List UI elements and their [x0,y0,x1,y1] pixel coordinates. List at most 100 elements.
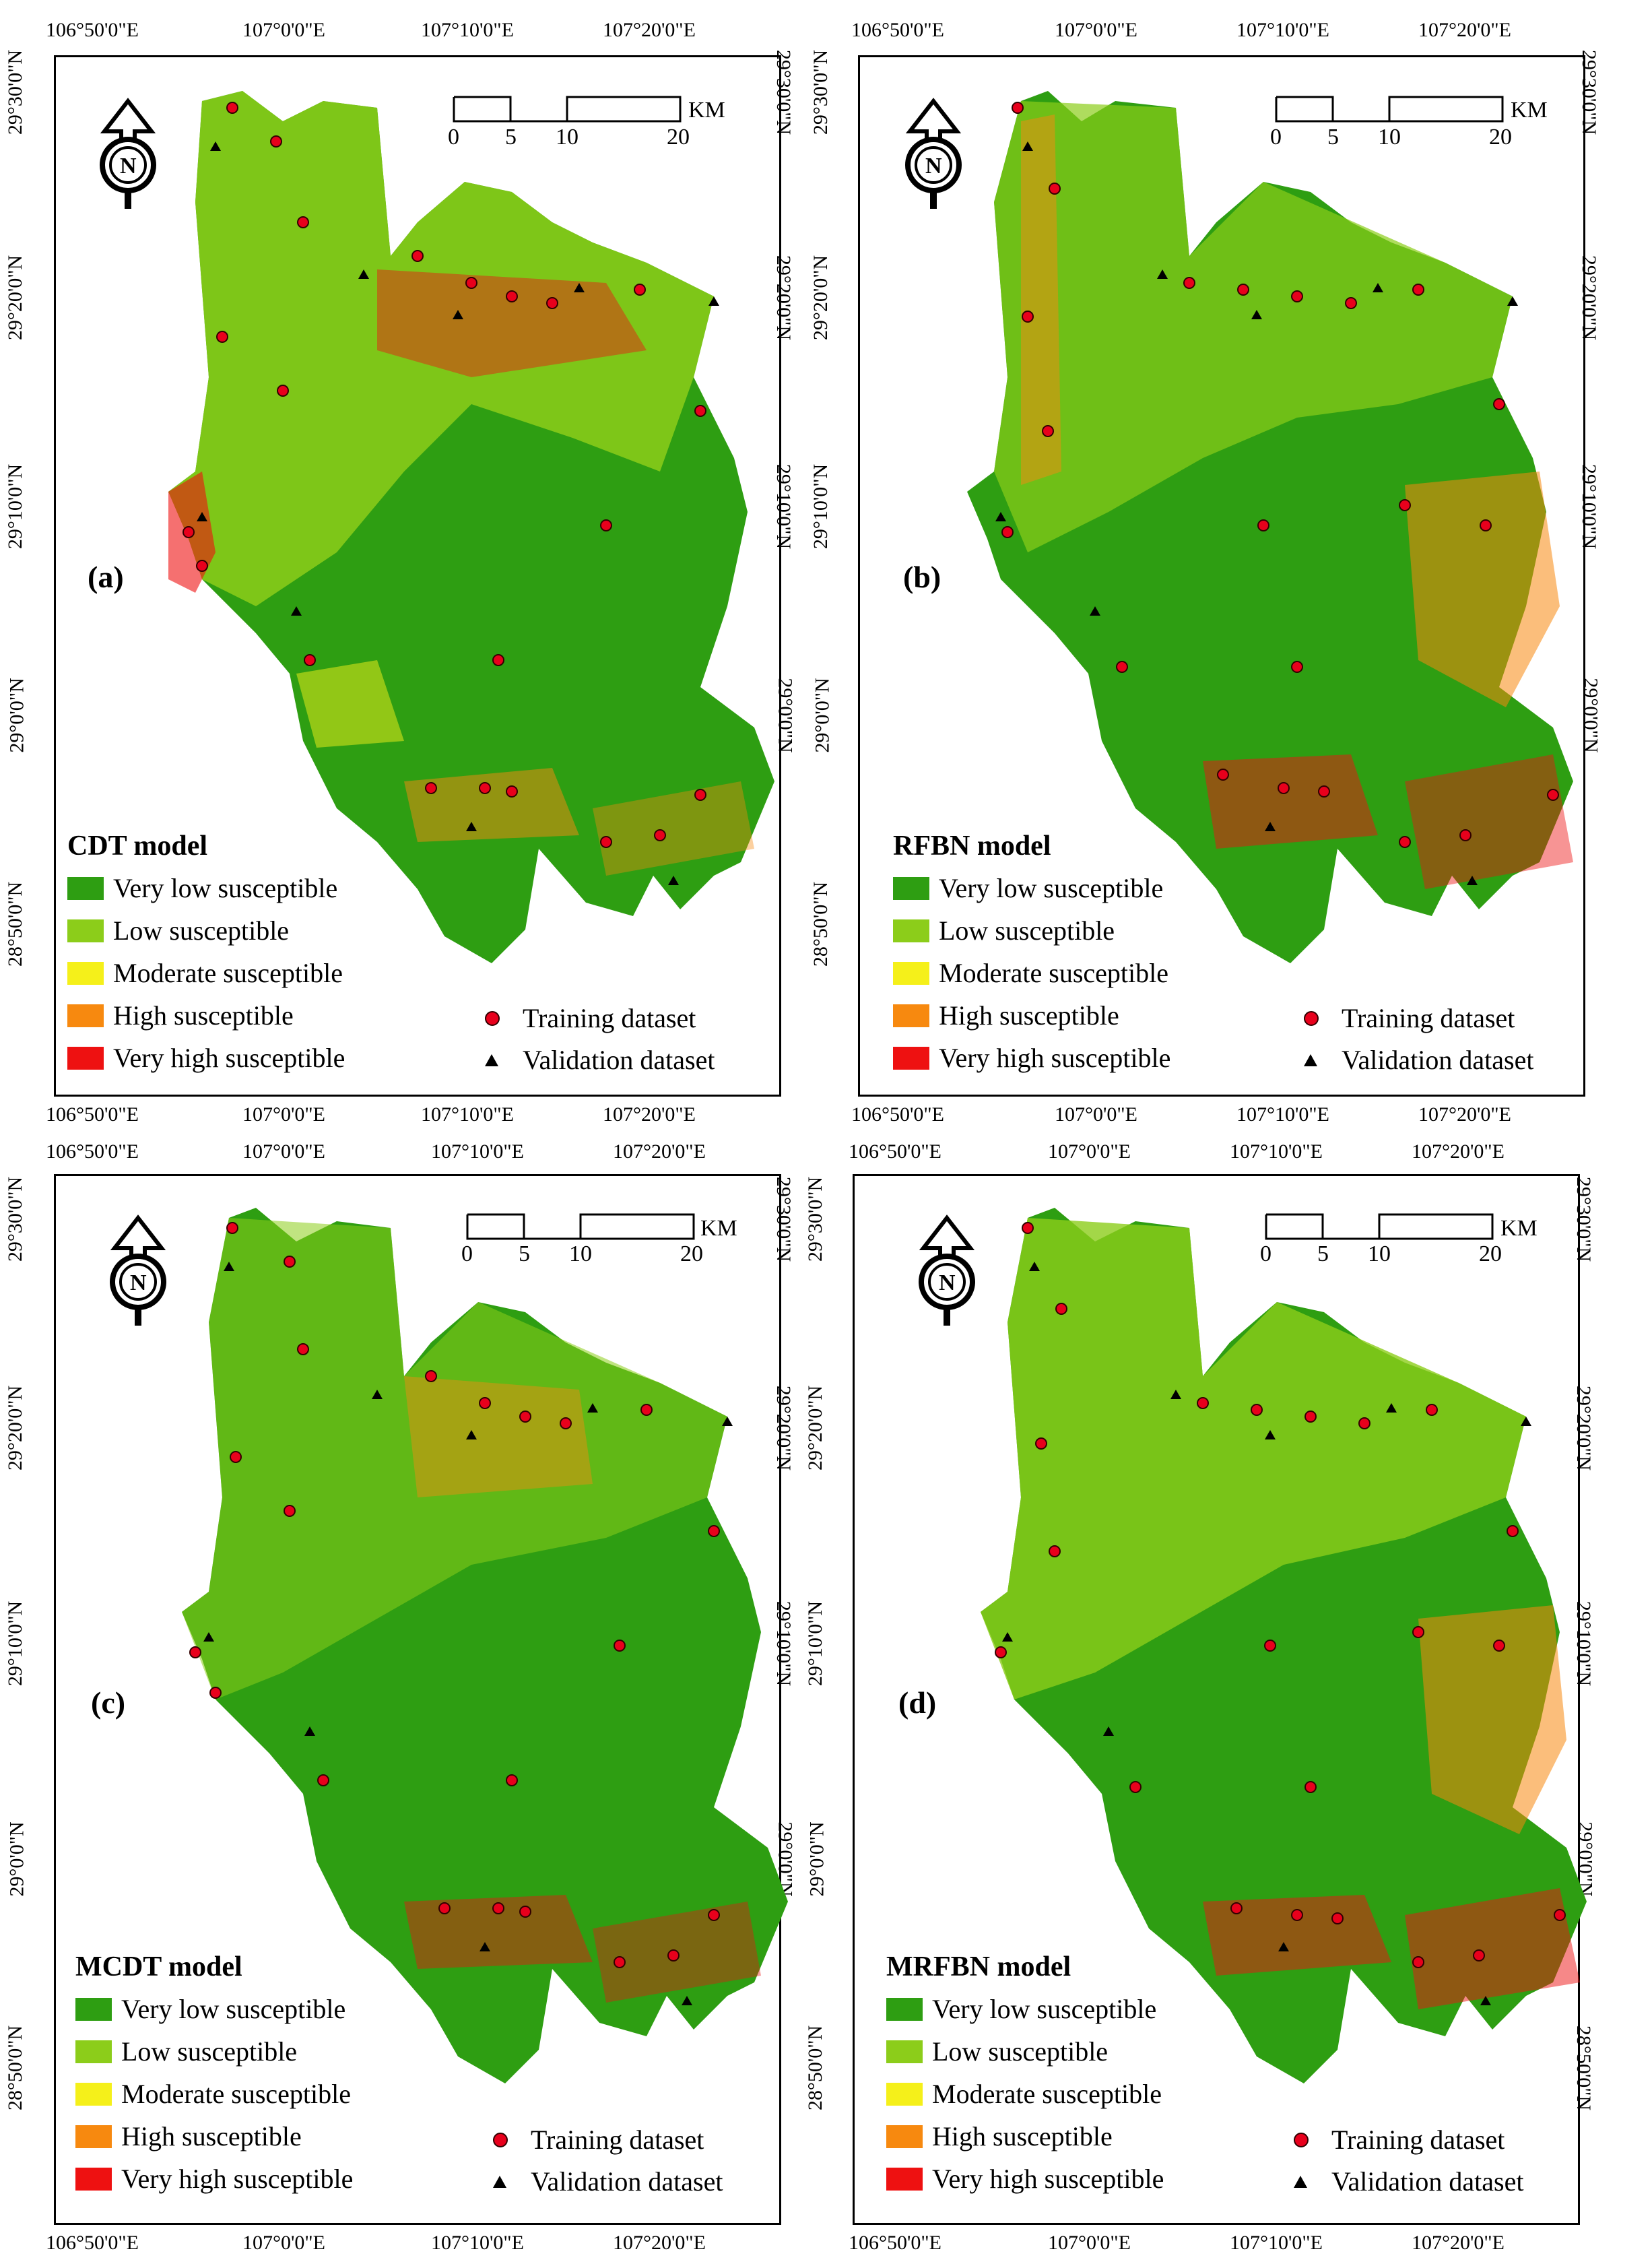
swatch [886,2040,923,2063]
lon-label: 107°10'0"E [1236,19,1329,41]
lon-label: 107°0'0"E [1048,2232,1131,2254]
legend-item: Moderate susceptible [893,957,1168,989]
scale-tick: 5 [505,125,517,150]
high-zone [1418,1605,1566,1834]
training-legend: Training dataset [1304,1002,1515,1034]
lon-label: 106°50'0"E [46,1140,139,1163]
scale-tick: 10 [556,125,579,150]
lat-label: 29°10'0"N [804,1600,827,1687]
training-points [183,102,706,848]
north-letter: N [120,154,137,179]
legend-label: Validation dataset [1331,2166,1524,2197]
legend-label: Low susceptible [113,915,290,946]
panel-letter: (c) [91,1685,126,1720]
low-zone [994,101,1513,552]
legend-label: Low susceptible [939,915,1115,946]
legend-label: Training dataset [1342,1003,1515,1033]
lon-label: 107°20'0"E [613,1140,706,1163]
legend-item: Very high susceptible [886,2163,1164,2195]
swatch [886,1997,923,2021]
susceptibility-map [967,91,1573,963]
scale-tick: 0 [1260,1241,1271,1266]
legend-item: Low susceptible [893,915,1115,946]
lon-label: 107°20'0"E [603,19,696,41]
swatch [67,876,104,900]
legend-label: Very low susceptible [121,1994,346,2024]
training-dot-icon [485,1010,500,1026]
scale-tick: 20 [667,125,690,150]
map-panel-a: 106°50'0"E 107°0'0"E 107°10'0"E 107°20'0… [0,0,826,1134]
swatch [893,876,929,900]
scale-tick: 20 [680,1241,703,1266]
lon-label: 106°50'0"E [46,19,139,41]
lon-label: 106°50'0"E [849,2232,941,2254]
legend-item: High susceptible [67,1000,294,1031]
very-high-zone [1405,1888,1580,2009]
legend-label: Moderate susceptible [939,958,1168,988]
lon-label: 107°20'0"E [1418,19,1511,41]
validation-legend: Validation dataset [1304,1044,1533,1076]
legend-label: Very high susceptible [939,1043,1171,1073]
legend-label: Very high susceptible [113,1043,345,1073]
north-letter: N [130,1270,147,1295]
lon-label: 107°0'0"E [242,1140,325,1163]
training-legend: Training dataset [493,2124,704,2156]
training-points [189,1222,720,1968]
lon-label: 107°0'0"E [1048,1140,1131,1163]
lon-label: 107°10'0"E [431,1140,524,1163]
high-zone [404,768,579,842]
scale-bar [453,96,682,123]
north-letter: N [925,154,942,179]
scale-tick: 0 [448,125,459,150]
legend-item: Moderate susceptible [886,2078,1162,2110]
lat-label: 28°50'0"N [804,2025,827,2111]
scale-bar [1265,1213,1494,1240]
map-panel-d: 106°50'0"E 107°0'0"E 107°10'0"E 107°20'0… [804,1134,1652,2268]
north-arrow-icon [110,1214,166,1326]
lon-label: 107°20'0"E [603,1103,696,1126]
lon-label: 107°10'0"E [1236,1103,1329,1126]
map-panel-b: 106°50'0"E 107°0'0"E 107°10'0"E 107°20'0… [810,0,1652,1134]
scale-tick: 10 [1378,125,1401,150]
legend-item: Very low susceptible [67,872,337,904]
north-letter: N [939,1270,956,1295]
lon-label: 107°20'0"E [1412,2232,1505,2254]
scale-bar [466,1213,695,1240]
validation-points [203,1262,733,2005]
lon-label: 106°50'0"E [849,1140,941,1163]
legend-label: Training dataset [1331,2125,1505,2155]
high-zone [1021,115,1061,485]
legend-label: Very low susceptible [113,873,338,903]
legend-label: Validation dataset [523,1045,715,1075]
legend-label: Very high susceptible [121,2164,354,2194]
very-high-zone [1203,754,1378,849]
legend-title: CDT model [67,831,208,862]
legend-item: High susceptible [893,1000,1119,1031]
legend-item: Very low susceptible [893,872,1163,904]
lon-label: 107°0'0"E [242,1103,325,1126]
legend-label: High susceptible [939,1000,1119,1031]
validation-triangle-icon [485,1054,498,1066]
panel-letter: (d) [898,1685,937,1720]
scale-tick: 0 [1270,125,1282,150]
legend-label: Training dataset [531,2125,704,2155]
lon-label: 107°10'0"E [421,19,514,41]
training-dot-icon [1304,1010,1319,1026]
legend-label: Low susceptible [932,2036,1109,2067]
swatch [893,919,929,942]
legend-item: Moderate susceptible [67,957,343,989]
very-high-zone [1405,754,1573,889]
lon-label: 107°20'0"E [1418,1103,1511,1126]
lon-label: 107°0'0"E [242,19,325,41]
legend-label: High susceptible [113,1000,294,1031]
legend-label: Moderate susceptible [113,958,343,988]
scale-unit: KM [1511,98,1548,123]
swatch [67,1046,104,1070]
legend-label: Moderate susceptible [932,2079,1162,2109]
swatch [893,1046,929,1070]
lon-label: 106°50'0"E [851,1103,944,1126]
high-zone [404,1376,593,1497]
scale-tick: 10 [1368,1241,1391,1266]
swatch [893,961,929,985]
lon-label: 107°20'0"E [613,2232,706,2254]
